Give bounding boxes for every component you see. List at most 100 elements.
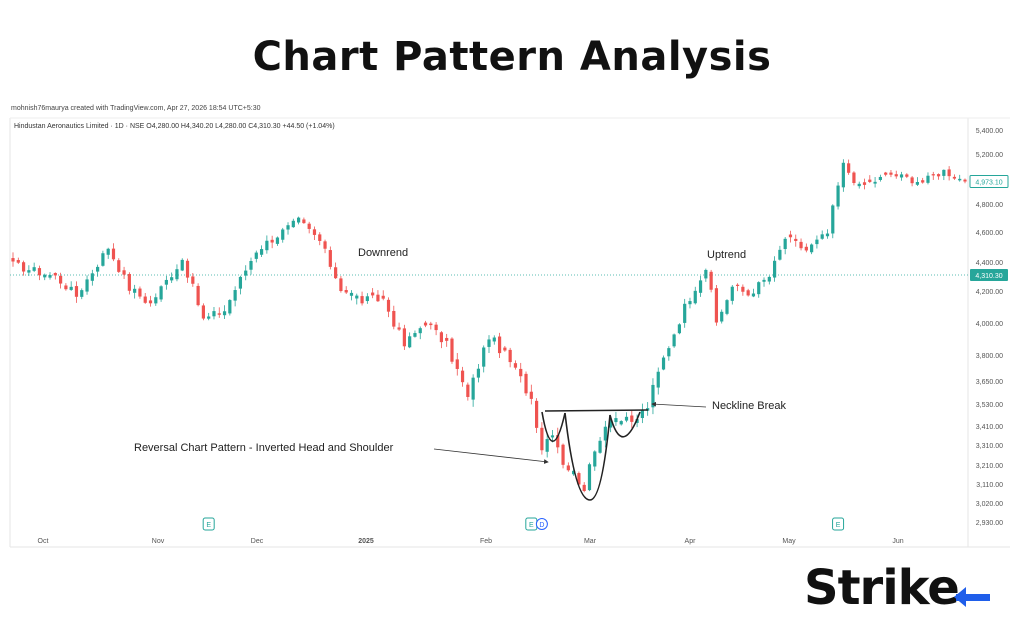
candle-body (640, 409, 644, 419)
candle (942, 169, 946, 181)
candle-body (847, 163, 851, 173)
candle (492, 335, 496, 345)
marker-shape (535, 518, 548, 530)
candle-body (778, 249, 782, 260)
annotation-uptrend: Uptrend (707, 249, 746, 261)
price-badge: 4,310.30 (970, 269, 1008, 282)
candle-body (254, 252, 258, 259)
candle (952, 174, 957, 180)
candle-body (656, 371, 660, 388)
candle-body (540, 427, 544, 451)
candle-body (841, 162, 845, 188)
candle (905, 173, 909, 179)
candle-body (677, 324, 681, 334)
candle-body (397, 327, 401, 330)
candle-body (312, 229, 317, 235)
candle-body (281, 229, 285, 240)
candle-body (180, 259, 184, 271)
candle (413, 330, 417, 338)
candle-body (445, 337, 449, 341)
candle (355, 293, 359, 305)
candle-body (788, 234, 793, 238)
chart-frame (9, 117, 1010, 548)
candle (868, 175, 872, 184)
candle-body (48, 275, 52, 278)
candle-body (275, 237, 280, 244)
candle-body (492, 337, 496, 342)
candle (270, 235, 274, 249)
candle (958, 174, 962, 182)
candle-body (614, 418, 618, 423)
candle-body (143, 296, 147, 303)
candle (376, 290, 380, 303)
candle (820, 230, 824, 240)
candle (85, 275, 89, 295)
chart-title: Chart Pattern Analysis (252, 34, 772, 80)
candle-body (624, 416, 629, 421)
candle-body (133, 288, 137, 293)
strike-arrow-icon (954, 587, 990, 607)
marker-label: E (529, 522, 534, 529)
candle-body (286, 225, 290, 230)
candle-body (767, 276, 771, 282)
candle-body (751, 293, 756, 297)
candle-body (222, 311, 227, 316)
candle (445, 333, 449, 347)
candle-body (53, 272, 57, 276)
pattern-arrow (433, 448, 549, 464)
candle (360, 291, 364, 306)
candle (873, 177, 877, 188)
candle-body (873, 181, 877, 184)
candle (720, 309, 724, 324)
candle-body (709, 271, 713, 290)
candle (233, 286, 237, 307)
y-tick-label: 4,800.00 (976, 202, 1003, 209)
candle-body (894, 174, 898, 177)
dividend-marker: D (535, 518, 548, 530)
candle-body (952, 176, 957, 179)
candle-body (106, 248, 110, 255)
earnings-marker: E (832, 517, 845, 531)
candle (677, 323, 681, 335)
candle-body (868, 179, 872, 182)
candle-body (16, 260, 20, 263)
y-tick-label: 4,600.00 (976, 230, 1003, 237)
candle-body (619, 421, 623, 425)
candle-body (794, 238, 798, 241)
candle-body (471, 377, 475, 400)
candle (291, 218, 295, 228)
candle (101, 250, 105, 267)
candle-body (408, 336, 412, 348)
y-tick-label: 5,200.00 (976, 152, 1003, 159)
candle (328, 246, 332, 270)
candle (466, 382, 470, 401)
candle-body (519, 368, 523, 377)
candle (836, 182, 840, 210)
y-tick-label: 3,110.00 (976, 482, 1003, 489)
candle-body (884, 172, 888, 175)
candle (704, 268, 708, 282)
y-tick-label: 4,200.00 (976, 289, 1003, 296)
candle (254, 250, 258, 263)
x-tick-label: Nov (152, 538, 165, 545)
candle (349, 290, 354, 301)
candle (667, 346, 671, 361)
candle-body (360, 296, 364, 304)
candle-body (942, 169, 946, 176)
candle-body (857, 183, 861, 187)
candle (841, 159, 845, 192)
candle (392, 305, 396, 330)
candle (228, 299, 232, 316)
candle-body (111, 248, 116, 260)
x-tick-label: Jun (892, 538, 903, 545)
candle (434, 322, 438, 336)
candles (11, 159, 967, 493)
earnings-marker: E (525, 517, 538, 531)
candle (397, 322, 401, 331)
candle-body (963, 179, 967, 182)
candle-body (831, 205, 835, 234)
y-tick-label: 3,020.00 (976, 501, 1003, 508)
candle-body (958, 178, 962, 181)
candle (148, 295, 153, 307)
candle (133, 284, 137, 299)
